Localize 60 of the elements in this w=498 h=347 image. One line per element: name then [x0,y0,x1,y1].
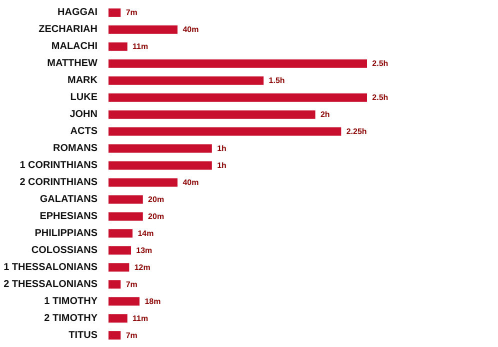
annotation: 13m [136,246,152,255]
annotation: 11m [132,42,148,52]
annotation: 2.5h [372,59,388,68]
annotation: 20m [148,194,164,204]
annotation: 12m [134,262,150,272]
annotation: 2.25h [346,127,367,136]
y-tick-label: GALATIANS [40,194,98,205]
y-tick-label: MATTHEW [47,58,98,70]
bar [108,280,121,289]
y-tick-label: 2 THESSALONIANS [4,278,98,290]
bar [108,178,178,187]
annotation: 40m [182,25,199,34]
bar [108,42,128,51]
annotation: 11m [132,314,148,323]
annotation: 1h [217,144,227,154]
y-tick-label: TITUS [68,330,98,341]
y-tick-label: HAGGAI [58,7,98,18]
y-tick-label: JOHN [70,109,98,120]
bar [108,314,128,323]
y-tick-label: COLOSSIANS [31,244,98,256]
annotation: 2h [320,110,330,120]
y-tick-label: 2 CORINTHIANS [20,176,98,188]
bar [108,25,178,34]
annotation: 7m [126,8,138,18]
bar [108,93,368,102]
annotation: 1h [217,161,227,170]
y-tick-label: 1 CORINTHIANS [20,160,98,172]
y-tick-label: 2 TIMOTHY [44,312,98,324]
bar [108,161,212,170]
y-tick-label: EPHESIANS [40,210,98,222]
bar [108,229,133,238]
y-tick-label: PHILIPPIANS [34,228,98,239]
y-tick-label: LUKE [70,92,98,104]
bar [108,110,316,119]
y-tick-label: 1 THESSALONIANS [4,262,98,273]
y-tick-label: ROMANS [53,143,98,154]
bar [108,263,130,272]
y-tick-label: MARK [68,75,98,86]
annotation: 2.5h [372,93,388,102]
annotation: 1.5h [268,76,285,86]
annotation: 7m [126,330,138,340]
y-tick-label: MALACHI [51,41,98,52]
y-tick-label: ACTS [70,126,98,138]
annotation: 40m [182,178,199,187]
annotation: 7m [126,280,138,289]
annotation: 14m [138,228,154,238]
bar [108,144,212,153]
bar [108,59,368,68]
bar [108,331,121,340]
bar [108,195,143,204]
bar [108,246,131,255]
annotation: 18m [144,296,161,306]
bar [108,8,121,17]
bar [108,76,264,85]
y-tick-label: ZECHARIAH [38,24,98,36]
bar [108,127,342,136]
annotation: 20m [148,212,164,221]
bar [108,212,143,221]
y-tick-label: 1 TIMOTHY [44,296,98,307]
bar [108,297,140,306]
